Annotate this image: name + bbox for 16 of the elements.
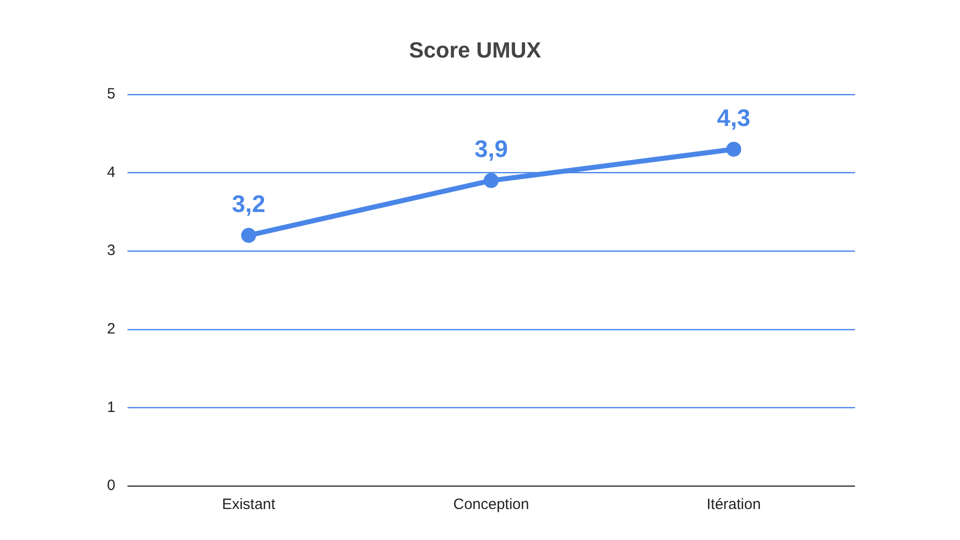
data-label: 3,2 bbox=[232, 191, 266, 218]
x-tick-label: Conception bbox=[453, 496, 530, 514]
y-tick-label: 4 bbox=[107, 164, 116, 181]
y-tick-label: 1 bbox=[107, 398, 116, 416]
chart-title: Score UMUX bbox=[408, 37, 542, 62]
y-tick-label: 0 bbox=[107, 477, 116, 494]
data-label: 4,3 bbox=[717, 104, 750, 132]
y-tick-label: 2 bbox=[107, 320, 116, 338]
point bbox=[726, 142, 742, 157]
x-tick-label: Itération bbox=[706, 496, 761, 514]
point bbox=[241, 228, 256, 243]
data-label: 3,9 bbox=[474, 136, 508, 164]
y-tick-label: 5 bbox=[107, 86, 116, 103]
x-tick-label: Existant bbox=[222, 496, 276, 514]
y-tick-label: 3 bbox=[107, 242, 116, 260]
point bbox=[484, 173, 499, 188]
